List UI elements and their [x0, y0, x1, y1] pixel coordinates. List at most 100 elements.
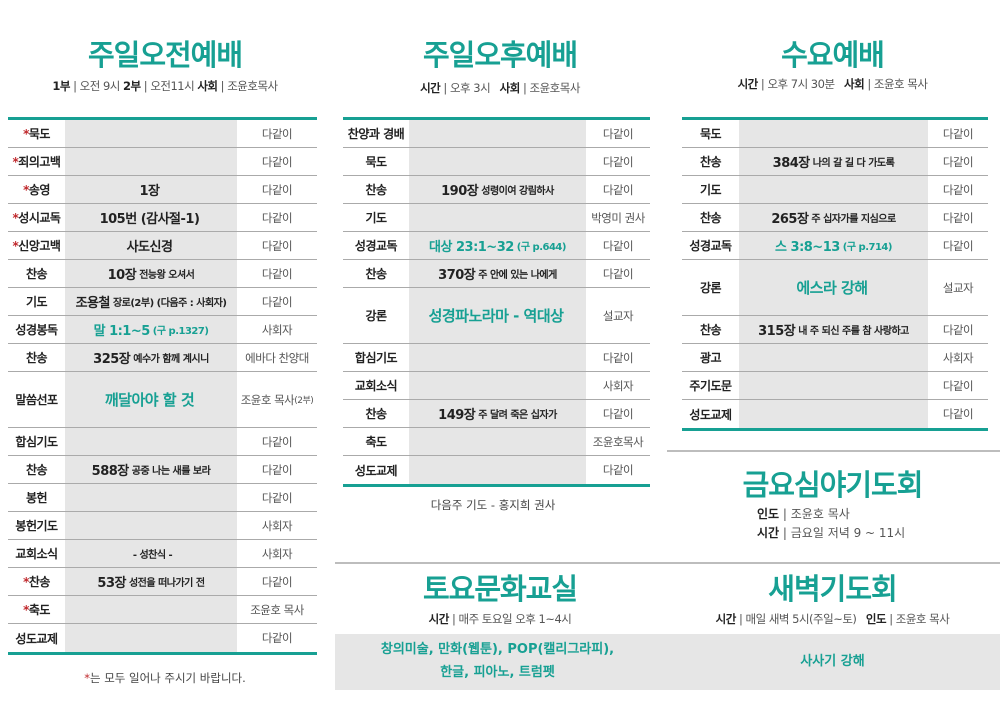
order-row: 찬송 190장 성령이여 강림하사 다같이 [343, 176, 650, 204]
order-row: * 찬송 53장 성전을 떠나가기 전 다같이 [8, 568, 317, 596]
row-content: 190장 성령이여 강림하사 [409, 176, 586, 203]
row-leader: 다같이 [942, 210, 974, 225]
row-label: 찬송 [699, 211, 722, 225]
order-row: 찬송 149장 주 달려 죽은 십자가 다같이 [343, 400, 650, 428]
row-label: 성도교제 [15, 631, 58, 646]
row-label: 성경교독 [689, 239, 732, 253]
order-row: 성도교제 다같이 [8, 624, 317, 652]
afternoon-order-table: 찬양과 경배 다같이 묵도 다같이 찬송 190장 성령이여 강림하사 다같이 기도 박영미 권사… [343, 117, 650, 487]
row-content: 스 3:8~13 (구 p.714) [739, 232, 928, 259]
row-content [409, 120, 586, 147]
row-leader: 다같이 [602, 350, 634, 365]
row-label: 찬송 [365, 267, 387, 281]
order-row: 기도 조용철 장로(2부) (다음주 : 사회자) 다같이 [8, 288, 317, 316]
row-leader: 다같이 [261, 574, 293, 589]
row-label: * 축도 [23, 602, 50, 618]
row-label: * 송영 [23, 182, 50, 198]
row-label: 묵도 [699, 127, 722, 141]
dawn-topic: 사사기 강해 [800, 654, 865, 669]
wednesday-title: 수요예배 [781, 38, 885, 72]
morning-note: *는 모두 일어나 주시기 바랍니다. [84, 671, 246, 685]
row-label: 주기도문 [689, 379, 732, 393]
order-row: 광고 사회자 [682, 344, 988, 372]
row-leader: 다같이 [602, 406, 634, 421]
row-content: 588장 공중 나는 새를 보라 [65, 456, 237, 483]
dawn-subtitle: 시간 | 매일 새벽 5시(주일~토) 인도 | 조윤호 목사 [715, 612, 950, 626]
order-row: 성경교독 스 3:8~13 (구 p.714) 다같이 [682, 232, 988, 260]
order-row: 강론 성경파노라마 - 역대상 설교자 [343, 288, 650, 344]
afternoon-title: 주일오후예배 [422, 38, 578, 72]
morning-subtitle: 1부 | 오전 9시 2부 | 오전11시 사회 | 조윤호목사 [52, 79, 278, 93]
order-row: * 송영 1장 다같이 [8, 176, 317, 204]
order-row: 묵도 다같이 [343, 148, 650, 176]
order-row: 봉헌기도 사회자 [8, 512, 317, 540]
order-row: 찬송 10장 전능왕 오셔서 다같이 [8, 260, 317, 288]
row-label: 기도 [25, 295, 48, 309]
row-content: 325장 예수가 함께 계시니 [65, 344, 237, 371]
row-leader: 조윤호목사 [592, 434, 644, 449]
order-row: 찬송 370장 주 안에 있는 나에게 다같이 [343, 260, 650, 288]
row-content [65, 428, 237, 455]
dawn-title: 새벽기도회 [768, 572, 897, 606]
row-label: 찬양과 경배 [347, 127, 405, 141]
order-row: 성경봉독 말 1:1~5 (구 p.1327) 사회자 [8, 316, 317, 344]
row-label: 강론 [699, 281, 722, 295]
row-content: 깨달아야 할 것 [65, 372, 237, 427]
row-leader: 다같이 [942, 238, 974, 253]
order-row: * 묵도 다같이 [8, 120, 317, 148]
row-content: 사도신경 [65, 232, 237, 259]
friday-info: 인도 | 조윤호 목사 시간 | 금요일 저녁 9 ~ 11시 [757, 507, 906, 540]
wednesday-subtitle: 시간 | 오후 7시 30분 사회 | 조윤호 목사 [737, 77, 928, 91]
order-row: 찬송 315장 내 주 되신 주를 참 사랑하고 다같이 [682, 316, 988, 344]
row-content [409, 428, 586, 455]
row-leader: 사회자 [261, 546, 293, 561]
row-label: 성도교제 [354, 463, 398, 478]
row-leader: 다같이 [261, 210, 293, 225]
row-label: 찬송 [25, 463, 48, 477]
row-label: * 묵도 [23, 126, 50, 142]
divider [667, 450, 1000, 452]
row-leader: 다같이 [602, 182, 634, 197]
row-content: 성경파노라마 - 역대상 [409, 288, 586, 343]
row-content [65, 512, 237, 539]
row-leader: 다같이 [942, 322, 974, 337]
order-row: 주기도문 다같이 [682, 372, 988, 400]
row-label: 합심기도 [354, 351, 398, 365]
row-leader: 다같이 [261, 266, 293, 281]
row-label: 기도 [699, 183, 722, 197]
row-leader: 다같이 [602, 238, 634, 253]
row-content: 10장 전능왕 오셔서 [65, 260, 237, 287]
row-label: 봉헌기도 [15, 519, 58, 533]
row-label: 찬송 [25, 267, 48, 281]
row-leader: 다같이 [602, 463, 634, 477]
row-leader: 다같이 [261, 462, 293, 477]
row-leader: 박영미 권사 [591, 210, 645, 225]
order-row: 찬송 265장 주 십자가를 지심으로 다같이 [682, 204, 988, 232]
row-content [65, 148, 237, 175]
order-row: 기도 다같이 [682, 176, 988, 204]
divider [335, 562, 1000, 564]
row-content: 315장 내 주 되신 주를 참 사랑하고 [739, 316, 928, 343]
row-content [739, 372, 928, 399]
order-row: 묵도 다같이 [682, 120, 988, 148]
row-content: 대상 23:1~32 (구 p.644) [409, 232, 586, 259]
row-leader: 다같이 [261, 182, 293, 197]
row-label: * 신앙고백 [12, 238, 61, 254]
order-row: 합심기도 다같이 [343, 344, 650, 372]
row-content [739, 344, 928, 371]
row-label: 봉헌 [25, 491, 48, 505]
row-label: * 성시교독 [12, 210, 61, 226]
row-label: 축도 [365, 435, 387, 449]
row-content: 말 1:1~5 (구 p.1327) [65, 316, 237, 343]
row-leader: 다같이 [261, 631, 293, 645]
row-leader: 다같이 [261, 294, 293, 309]
row-leader: 다같이 [942, 407, 974, 421]
row-label: 성도교제 [689, 407, 732, 422]
row-leader: 다같이 [261, 490, 293, 505]
row-content [409, 456, 586, 484]
row-label: 묵도 [365, 155, 387, 169]
order-row: 찬양과 경배 다같이 [343, 120, 650, 148]
row-leader: 다같이 [942, 154, 974, 169]
row-leader: 다같이 [261, 154, 293, 169]
